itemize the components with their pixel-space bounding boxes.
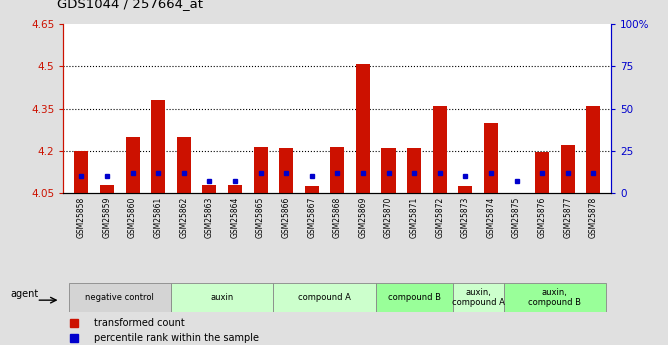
Bar — [484, 123, 498, 193]
Bar — [330, 147, 345, 193]
Text: auxin,
compound B: auxin, compound B — [528, 288, 581, 307]
Text: agent: agent — [10, 289, 38, 299]
Bar — [100, 185, 114, 193]
Bar — [305, 186, 319, 193]
Text: GSM25875: GSM25875 — [512, 197, 521, 238]
Text: GSM25863: GSM25863 — [205, 197, 214, 238]
Bar — [356, 63, 370, 193]
Text: GSM25874: GSM25874 — [486, 197, 496, 238]
Text: GSM25864: GSM25864 — [230, 197, 239, 238]
Bar — [452, 283, 504, 312]
Bar — [560, 145, 574, 193]
Text: GSM25871: GSM25871 — [409, 197, 419, 238]
Text: GSM25867: GSM25867 — [307, 197, 316, 238]
Text: GSM25859: GSM25859 — [102, 197, 112, 238]
Text: GSM25865: GSM25865 — [256, 197, 265, 238]
Text: auxin: auxin — [210, 293, 234, 302]
Text: GSM25872: GSM25872 — [436, 197, 444, 238]
Bar — [375, 283, 452, 312]
Bar — [587, 106, 601, 193]
Text: GSM25877: GSM25877 — [563, 197, 572, 238]
Bar — [126, 137, 140, 193]
Bar — [504, 283, 606, 312]
Text: GSM25860: GSM25860 — [128, 197, 137, 238]
Text: GSM25878: GSM25878 — [589, 197, 598, 238]
Text: GSM25869: GSM25869 — [359, 197, 367, 238]
Text: GSM25866: GSM25866 — [282, 197, 291, 238]
Bar — [177, 137, 191, 193]
Text: transformed count: transformed count — [94, 318, 184, 328]
Bar — [171, 283, 273, 312]
Text: GSM25876: GSM25876 — [538, 197, 546, 238]
Text: compound A: compound A — [298, 293, 351, 302]
Bar — [381, 148, 395, 193]
Text: auxin,
compound A: auxin, compound A — [452, 288, 504, 307]
Text: GDS1044 / 257664_at: GDS1044 / 257664_at — [57, 0, 203, 10]
Bar — [228, 185, 242, 193]
Bar — [407, 148, 421, 193]
Text: GSM25870: GSM25870 — [384, 197, 393, 238]
Bar — [535, 152, 549, 193]
Bar — [433, 106, 447, 193]
Bar — [273, 283, 375, 312]
Bar — [279, 148, 293, 193]
Bar — [151, 100, 165, 193]
Bar — [254, 147, 268, 193]
Text: GSM25873: GSM25873 — [461, 197, 470, 238]
Bar — [458, 186, 472, 193]
Text: GSM25868: GSM25868 — [333, 197, 342, 238]
Bar — [202, 185, 216, 193]
Text: compound B: compound B — [387, 293, 441, 302]
Text: negative control: negative control — [86, 293, 154, 302]
Text: GSM25862: GSM25862 — [179, 197, 188, 238]
Bar — [74, 151, 88, 193]
Text: GSM25861: GSM25861 — [154, 197, 163, 238]
Bar — [69, 283, 171, 312]
Text: percentile rank within the sample: percentile rank within the sample — [94, 333, 259, 343]
Text: GSM25858: GSM25858 — [77, 197, 86, 238]
